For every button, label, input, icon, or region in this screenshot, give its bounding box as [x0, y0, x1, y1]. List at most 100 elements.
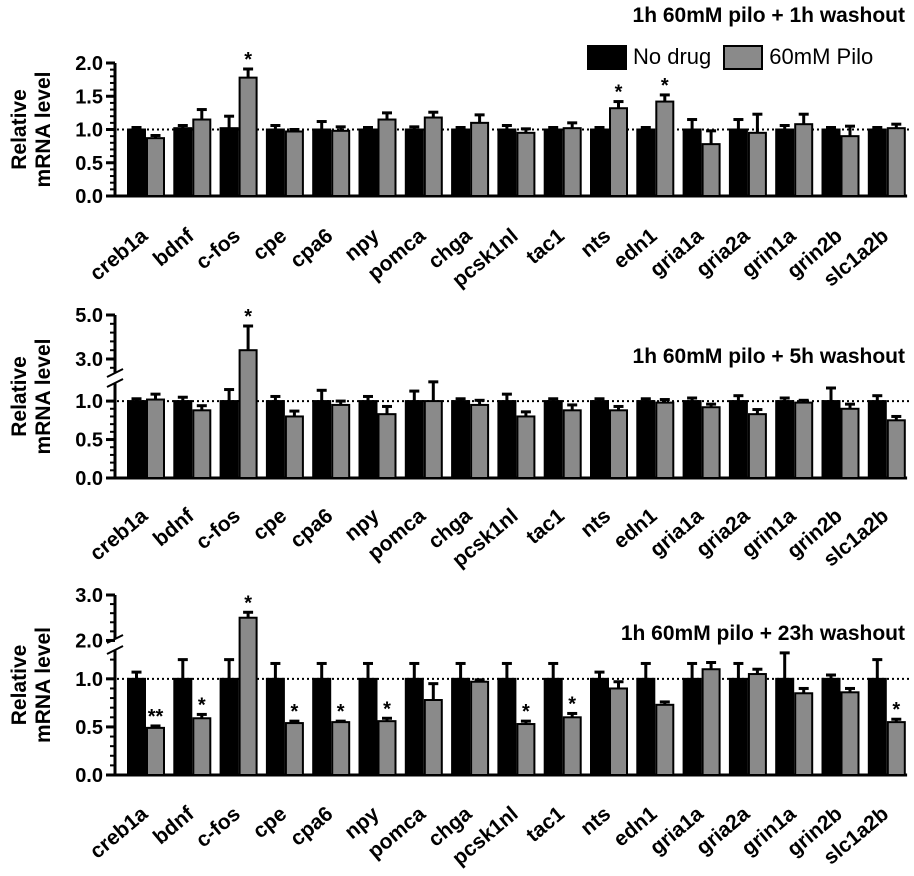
axis-break-mark: [106, 645, 124, 655]
significance-marker-tac1: *: [568, 693, 576, 715]
y-tick-label: 0.5: [75, 153, 103, 175]
bar-no-drug-grin1a: [775, 400, 795, 480]
bar-pilo-cpa6: [331, 129, 351, 197]
bar-pilo-gria2a: [747, 413, 767, 479]
bar-pilo-tac1: [562, 716, 582, 776]
bar-no-drug-bdnf: [173, 400, 193, 480]
legend-swatch-no-drug: [587, 44, 627, 70]
y-tick-label: 5.0: [75, 305, 103, 327]
significance-marker-nts: *: [615, 82, 623, 104]
bar-pilo-chga: [470, 403, 490, 479]
bar-no-drug-npy: [358, 128, 378, 197]
bar-pilo-nts: [609, 107, 628, 197]
bar-pilo-pomca: [423, 699, 443, 776]
y-tick-label: 0.5: [75, 717, 103, 739]
significance-marker-c-fos: *: [244, 49, 252, 71]
axis-break-mark: [106, 368, 124, 378]
significance-marker-cpe: *: [291, 701, 299, 723]
bar-no-drug-c-fos: [219, 677, 239, 776]
bar-pilo-grin1a: [794, 123, 814, 197]
bar-pilo-edn1: [655, 100, 675, 197]
bar-no-drug-slc1a2b: [867, 677, 887, 776]
bar-pilo-grin1a: [794, 401, 814, 479]
bar-no-drug-nts: [590, 677, 609, 776]
y-tick-label: 0.0: [75, 186, 103, 208]
bar-pilo-grin1a: [794, 692, 814, 776]
significance-marker-c-fos: *: [244, 592, 252, 614]
legend-label-no-drug: No drug: [633, 44, 712, 69]
significance-marker-edn1: *: [661, 75, 669, 97]
significance-marker-c-fos: *: [244, 306, 252, 328]
y-tick-label: 3.0: [75, 585, 103, 607]
bar-pilo-cpe: [284, 130, 304, 197]
bar-pilo-npy: [377, 413, 397, 479]
x-tick-label-c-fos: c-fos: [192, 224, 245, 274]
bar-pilo-creb1a: [146, 398, 165, 479]
x-tick-label-cpa6: cpa6: [286, 224, 337, 272]
bar-pilo-pcsk1nl: [516, 131, 536, 197]
x-tick-label-cpa6: cpa6: [286, 504, 337, 552]
bar-pilo-npy: [377, 118, 397, 197]
bar-pilo-cpe: [284, 415, 304, 480]
y-axis-label: Relative: [8, 356, 31, 437]
bar-pilo-chga: [470, 680, 490, 777]
bar-pilo-gria1a: [701, 406, 721, 480]
y-tick-label: 0.5: [75, 430, 103, 452]
y-axis-label: Relative: [8, 89, 31, 170]
bar-pilo-c-fos: [238, 349, 258, 480]
bar-pilo-creb1a: [146, 726, 165, 777]
chart-panel-2: 1h 60mM pilo + 5h washout Relative mRNA le…: [8, 305, 912, 572]
bar-no-drug-pomca: [404, 128, 424, 197]
bar-pilo-pcsk1nl: [516, 415, 536, 480]
bar-no-drug-grin1a: [775, 677, 795, 776]
bar-pilo-edn1: [655, 401, 675, 479]
significance-marker-pcsk1nl: *: [522, 701, 530, 723]
significance-marker-creb1a: **: [148, 706, 164, 728]
bar-no-drug-slc1a2b: [867, 400, 887, 480]
chart-title: 1h 60mM pilo + 5h washout: [633, 345, 905, 368]
x-tick-label-cpe: cpe: [249, 802, 292, 843]
bar-no-drug-grin1a: [775, 128, 795, 197]
y-tick-label: 0.0: [75, 468, 103, 490]
bar-no-drug-chga: [451, 400, 471, 480]
bar-no-drug-gria1a: [682, 400, 702, 480]
y-tick-label: 1.0: [75, 669, 103, 691]
legend-swatch-pilo: [723, 44, 764, 70]
y-tick-label: 2.0: [75, 630, 103, 652]
axis-break-mark: [106, 378, 124, 388]
bar-no-drug-nts: [590, 400, 609, 480]
bar-pilo-chga: [470, 121, 490, 197]
x-tick-label-bdnf: bdnf: [149, 504, 199, 551]
bar-no-drug-npy: [358, 677, 378, 776]
y-tick-label: 1.5: [75, 86, 103, 108]
bar-pilo-pcsk1nl: [516, 723, 536, 776]
chart-panel-3: 1h 60mM pilo + 23h washout Relative mRNA l…: [8, 585, 912, 870]
bar-no-drug-npy: [358, 400, 378, 480]
bar-no-drug-pcsk1nl: [497, 400, 517, 480]
y-axis-label: Relative: [8, 645, 31, 726]
bar-pilo-bdnf: [192, 409, 212, 479]
x-tick-label-tac1: tac1: [522, 224, 569, 269]
chart-title: 1h 60mM pilo + 1h washout: [633, 4, 905, 27]
x-tick-label-cpa6: cpa6: [286, 802, 337, 850]
x-tick-label-c-fos: c-fos: [192, 504, 245, 554]
y-tick-label: 1.0: [75, 391, 103, 413]
bar-pilo-grin2b: [840, 691, 860, 776]
x-tick-label-tac1: tac1: [522, 504, 569, 549]
bar-no-drug-edn1: [636, 400, 656, 480]
bar-pilo-pomca: [423, 116, 443, 197]
y-axis-label: mRNA level: [32, 72, 55, 188]
bar-pilo-cpa6: [331, 721, 351, 776]
bar-pilo-bdnf: [192, 118, 212, 197]
bar-no-drug-gria2a: [728, 128, 748, 197]
significance-marker-cpa6: *: [337, 701, 345, 723]
bar-pilo-pomca: [423, 400, 443, 480]
bar-pilo-grin2b: [840, 407, 860, 479]
bar-no-drug-gria1a: [682, 677, 702, 776]
bar-pilo-c-fos: [238, 76, 258, 197]
bar-no-drug-cpe: [265, 677, 285, 776]
bar-no-drug-creb1a: [127, 400, 146, 480]
x-tick-label-creb1a: creb1a: [86, 802, 153, 863]
bar-pilo-slc1a2b: [886, 721, 906, 776]
significance-marker-bdnf: *: [198, 694, 206, 716]
